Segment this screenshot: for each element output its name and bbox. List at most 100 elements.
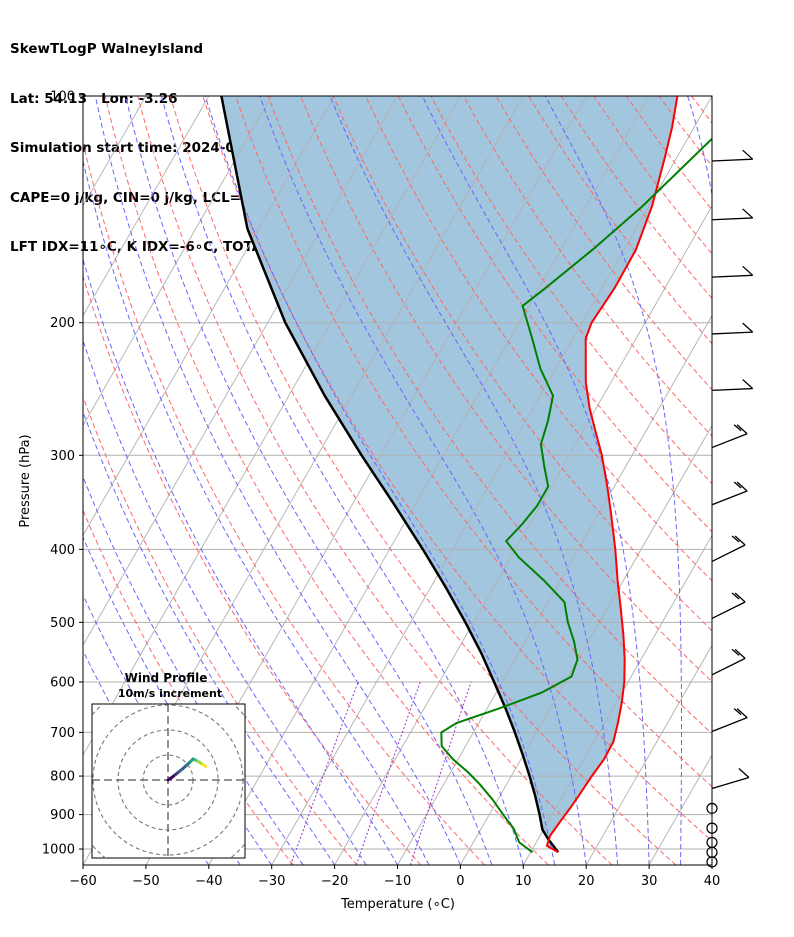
barb-flag — [742, 322, 754, 333]
dry-adiabat — [625, 96, 712, 211]
moist-adiabat — [544, 96, 682, 865]
dry-adiabat — [83, 508, 294, 865]
barb-flag — [734, 535, 746, 546]
barb-flag — [736, 481, 748, 492]
dry-adiabat — [83, 395, 358, 865]
isotherm-line — [334, 204, 712, 865]
barb-staff — [711, 776, 750, 790]
y-tick-label: 100 — [50, 90, 75, 105]
barb-flag — [733, 708, 742, 716]
dewpoint-line — [440, 137, 712, 854]
dry-adiabat — [724, 96, 794, 865]
barb-flag — [733, 424, 742, 432]
moist-adiabat — [125, 96, 493, 865]
isotherm-line — [83, 96, 210, 317]
dry-adiabat — [234, 96, 712, 788]
axis-ticks: −60 −50 −40 −30 −20 −10 0 10 20 30 40 100 200 300 400 5… — [42, 90, 720, 890]
title-line-station: SkewTLogP WalneyIsland — [10, 41, 204, 57]
barb-staff — [711, 387, 753, 392]
barb-staff — [711, 657, 746, 676]
isotherm-line — [271, 96, 712, 865]
barb-flag — [742, 208, 754, 219]
barb-flag — [731, 535, 740, 543]
isotherm-line — [585, 644, 712, 865]
moist-adiabat — [687, 96, 712, 865]
barb-flag — [731, 648, 740, 656]
barb-staff — [711, 544, 746, 562]
cape-cin-shading — [221, 96, 678, 853]
dry-adiabat — [463, 96, 712, 437]
isotherm-line — [83, 96, 84, 97]
y-tick-label: 200 — [50, 316, 75, 331]
x-tick-label: −10 — [384, 874, 411, 889]
barb-flag — [742, 149, 754, 160]
hodograph-plot — [92, 704, 245, 858]
x-tick-label: −50 — [132, 874, 159, 889]
dry-adiabat — [658, 96, 712, 167]
moist-adiabat — [421, 96, 650, 865]
y-tick-label: 900 — [50, 808, 75, 823]
moist-adiabat — [83, 257, 398, 865]
moist-adiabat — [83, 159, 430, 865]
moist-adiabat — [83, 338, 367, 865]
barb-staff — [711, 433, 748, 449]
dry-adiabat — [104, 96, 549, 865]
moist-adiabat — [744, 96, 794, 865]
barb-staff — [711, 217, 753, 221]
dry-adiabat — [332, 96, 712, 632]
barb-flag — [731, 592, 740, 600]
y-tick-label: 1000 — [42, 843, 75, 858]
barb-flag — [742, 379, 754, 390]
dry-adiabat — [169, 96, 677, 865]
temperature-line — [545, 96, 679, 854]
dry-adiabat — [365, 96, 712, 582]
moist-adiabat — [83, 410, 336, 865]
barb-flag — [738, 768, 750, 778]
hodograph-trace — [201, 763, 207, 768]
x-axis-label: Temperature (∘C) — [340, 897, 455, 912]
y-tick-label: 800 — [50, 770, 75, 785]
barb-staff — [711, 158, 753, 162]
y-tick-label: 500 — [50, 616, 75, 631]
barb-staff — [711, 490, 748, 506]
title-line-coords: Lat: 54.13 Lon: -3.26 — [10, 90, 178, 107]
x-tick-label: −20 — [321, 874, 348, 889]
mixing-ratio-line — [290, 681, 359, 865]
dry-adiabat — [397, 96, 712, 533]
dry-adiabat — [83, 140, 485, 865]
profile-lines — [220, 96, 712, 854]
x-tick-label: −40 — [195, 874, 222, 889]
isotherm-line — [460, 424, 712, 865]
isotherm-line — [83, 96, 398, 647]
parcel-line — [220, 96, 560, 854]
isotherm-line — [711, 864, 712, 865]
barb-flag — [734, 592, 746, 603]
x-tick-label: 20 — [578, 874, 595, 889]
barb-flag — [734, 648, 746, 659]
isotherm-line — [83, 96, 273, 427]
hodograph-subtitle: 10m/s increment — [118, 687, 222, 700]
hodograph-inset: Wind Profile 10m/s increment — [91, 671, 246, 859]
dry-adiabat — [137, 96, 613, 865]
barb-staff — [711, 601, 746, 619]
isotherm-line — [648, 754, 712, 865]
x-tick-label: −60 — [69, 874, 96, 889]
x-tick-label: −30 — [258, 874, 285, 889]
barb-staff — [711, 331, 753, 335]
x-tick-label: 0 — [456, 874, 464, 889]
dry-adiabat — [300, 96, 712, 683]
y-tick-label: 600 — [50, 675, 75, 690]
x-tick-label: 40 — [704, 874, 721, 889]
barb-flag — [736, 708, 748, 719]
isotherm-line — [522, 534, 712, 865]
y-tick-label: 700 — [50, 726, 75, 741]
dry-adiabat — [83, 274, 422, 865]
background-grid — [83, 96, 794, 865]
dry-adiabat — [267, 96, 712, 735]
barb-staff — [711, 717, 748, 733]
moist-adiabat — [259, 96, 587, 865]
barb-flag — [736, 424, 748, 435]
isotherm-line — [83, 96, 335, 537]
mixing-ratio-line — [409, 681, 472, 865]
